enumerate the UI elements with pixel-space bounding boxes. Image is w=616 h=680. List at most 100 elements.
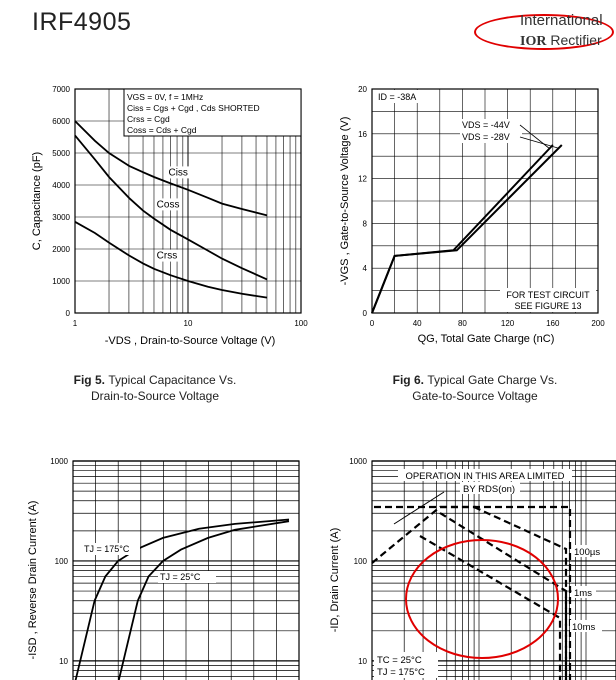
fig6-y-tick-label: 12 bbox=[358, 175, 367, 184]
fig6-annotation-line2: SEE FIGURE 13 bbox=[514, 301, 581, 311]
fig8-condition-tc: TC = 25°C bbox=[377, 655, 422, 666]
fig6-series-label-bg bbox=[460, 119, 522, 131]
fig5-legend-line: Coss = Cds + Cgd bbox=[127, 125, 197, 135]
fig6-x-axis-label: QG, Total Gate Charge (nC) bbox=[418, 333, 555, 345]
fig8-y-tick-label: 10 bbox=[358, 657, 367, 666]
fig6-annotation-line1: FOR TEST CIRCUIT bbox=[506, 290, 590, 300]
fig7-y-tick-label: 100 bbox=[55, 557, 69, 566]
fig5-x-tick-label: 100 bbox=[294, 319, 308, 328]
fig8-y-axis-label: -ID, Drain Current (A) bbox=[329, 528, 341, 633]
fig6-caption-line1: Typical Gate Charge Vs. bbox=[427, 373, 558, 387]
fig6-series-label-0: VDS = -44V bbox=[462, 120, 510, 130]
fig7-series-label-1: TJ = 25°C bbox=[160, 572, 201, 582]
fig5-series-label-bg bbox=[154, 249, 181, 262]
fig5-x-tick-label: 1 bbox=[73, 319, 78, 328]
fig8-highlight-oval bbox=[405, 539, 559, 659]
fig5-legend-line: Ciss = Cgs + Cgd , Cds SHORTED bbox=[127, 103, 260, 113]
fig8-100us-label: 100µs bbox=[574, 547, 600, 558]
fig5-series-label-ciss: Ciss bbox=[168, 167, 187, 178]
fig5-legend-line: Crss = Cgd bbox=[127, 114, 170, 124]
fig8-100us-label-bg bbox=[572, 545, 608, 557]
part-number: IRF4905 bbox=[32, 8, 132, 36]
fig7-chart: TJ = 175°C TJ = 25°C 10 100 1000 -ISD , Rev… bbox=[27, 457, 300, 680]
fig5-caption-number: Fig 5. bbox=[73, 373, 105, 387]
logo-line2: IOR Rectifier bbox=[520, 32, 602, 50]
fig6-y-tick-label: 20 bbox=[358, 85, 367, 94]
logo-highlight-oval bbox=[474, 14, 614, 50]
fig5-caption-line1: Typical Capacitance Vs. bbox=[108, 373, 237, 387]
fig6-frame bbox=[371, 88, 599, 314]
fig5-series-label-bg bbox=[154, 198, 181, 211]
fig6-series-label-bg bbox=[460, 131, 522, 143]
fig7-y-tick-label: 1000 bbox=[50, 457, 68, 466]
fig8-annotation-pointer bbox=[393, 491, 445, 525]
fig8-10ms-label: 10ms bbox=[572, 622, 595, 633]
fig5-y-tick-label: 7000 bbox=[52, 85, 70, 94]
fig5-y-tick-label: 6000 bbox=[52, 117, 70, 126]
fig8-1ms-label-bg bbox=[572, 586, 596, 598]
fig5-x-axis-label: -VDS , Drain-to-Source Voltage (V) bbox=[105, 335, 276, 347]
fig5-y-axis-label: C, Capacitance (pF) bbox=[31, 152, 43, 250]
fig7-series-label-0: TJ = 175°C bbox=[84, 544, 130, 554]
fig7-frame bbox=[72, 460, 300, 680]
fig5-y-tick-label: 4000 bbox=[52, 181, 70, 190]
fig6-x-tick-label: 120 bbox=[501, 319, 515, 328]
fig7-series-label-bg bbox=[82, 543, 140, 555]
fig6-condition: ID = -38A bbox=[378, 92, 416, 102]
fig6-y-tick-label: 0 bbox=[363, 309, 368, 318]
fig7-series-line-0 bbox=[74, 518, 290, 680]
fig6-y-tick-label: 8 bbox=[363, 219, 368, 228]
fig6-x-tick-label: 0 bbox=[370, 319, 375, 328]
fig5-series-label-coss: Coss bbox=[157, 199, 180, 210]
fig6-caption: Fig 6. Typical Gate Charge Vs. Gate-to-S… bbox=[365, 372, 585, 404]
fig8-conditions-bg bbox=[374, 652, 438, 678]
fig6-y-tick-label: 4 bbox=[363, 264, 368, 273]
fig6-x-tick-label: 160 bbox=[546, 319, 560, 328]
fig8-100us-line bbox=[473, 505, 568, 680]
fig6-y-tick-label: 16 bbox=[358, 130, 367, 139]
fig5-legend-line: VGS = 0V, f = 1MHz bbox=[127, 92, 203, 102]
fig5-series-crss-line bbox=[74, 221, 268, 299]
fig7-y-axis-label: -ISD , Reverse Drain Current (A) bbox=[27, 501, 39, 660]
fig5-y-tick-label: 1000 bbox=[52, 277, 70, 286]
fig6-series-label-1: VDS = -28V bbox=[462, 132, 510, 142]
fig5-y-tick-label: 2000 bbox=[52, 245, 70, 254]
fig5-legend-box bbox=[123, 88, 302, 137]
fig8-1ms-label: 1ms bbox=[574, 588, 592, 599]
fig6-x-tick-label: 80 bbox=[458, 319, 467, 328]
fig6-x-tick-label: 200 bbox=[591, 319, 605, 328]
fig8-10ms-label-bg bbox=[570, 620, 602, 632]
fig5-series-ciss-line bbox=[74, 120, 268, 217]
fig6-series-line-1 bbox=[371, 144, 563, 314]
fig5-caption: Fig 5. Typical Capacitance Vs. Drain-to-… bbox=[40, 372, 270, 404]
fig7-y-tick-label: 10 bbox=[59, 657, 68, 666]
fig8-10ms-line bbox=[419, 535, 562, 680]
fig5-y-tick-label: 0 bbox=[66, 309, 71, 318]
fig6-series-leader-0 bbox=[519, 124, 550, 149]
fig5-series-label-bg bbox=[166, 166, 193, 179]
fig5-series-label-crss: Crss bbox=[157, 251, 178, 262]
fig6-annotation-bg bbox=[500, 288, 596, 312]
fig8-annotation-bg2 bbox=[460, 482, 520, 494]
fig8-condition-tj: TJ = 175°C bbox=[377, 667, 425, 678]
fig8-annotation-line2: BY RDS(on) bbox=[463, 484, 515, 495]
fig5-caption-line2: Drain-to-Source Voltage bbox=[90, 389, 220, 403]
fig6-condition-bg bbox=[375, 90, 435, 103]
fig5-y-tick-label: 5000 bbox=[52, 149, 70, 158]
logo-brand-text: Rectifier bbox=[550, 32, 602, 48]
fig8-annotation-bg bbox=[398, 469, 572, 481]
logo-brand-mark: IOR bbox=[520, 34, 547, 49]
fig6-x-tick-label: 40 bbox=[413, 319, 422, 328]
fig6-chart: VDS = -44V VDS = -28V 0 40 80 120 160 200 0 4 8 12… bbox=[339, 85, 605, 345]
fig6-caption-line2: Gate-to-Source Voltage bbox=[412, 389, 538, 403]
fig8-frame bbox=[371, 460, 616, 680]
logo-line1: International bbox=[520, 12, 603, 29]
fig7-series-label-bg bbox=[158, 571, 216, 583]
fig7-series-line-1 bbox=[117, 520, 290, 680]
fig8-annotation-line1: OPERATION IN THIS AREA LIMITED bbox=[405, 471, 564, 482]
fig5-y-tick-label: 3000 bbox=[52, 213, 70, 222]
fig5-series-coss-line bbox=[74, 134, 268, 281]
fig8-rds-limit-line bbox=[371, 505, 476, 564]
